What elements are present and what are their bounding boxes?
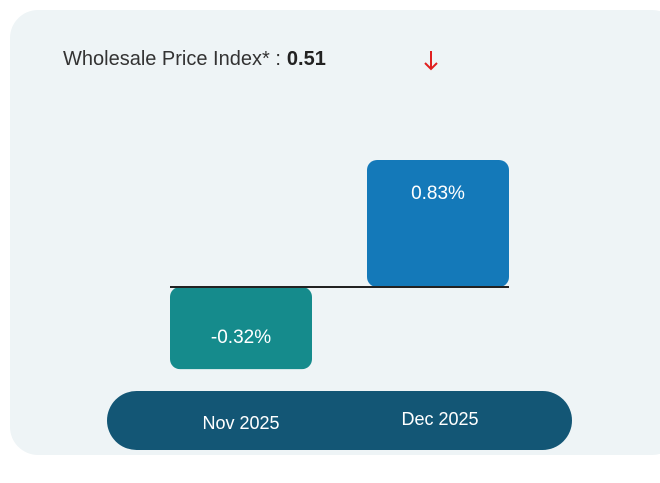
card <box>10 10 660 455</box>
bar <box>367 159 509 287</box>
trend-arrow <box>424 51 438 71</box>
title-text: Wholesale Price Index* : <box>63 48 281 70</box>
category-pill <box>107 391 572 450</box>
headline-value: 0.51 <box>287 48 326 70</box>
bar <box>170 287 312 370</box>
chart-title: Wholesale Price Index* : 0.51 <box>63 48 326 70</box>
bar-value-label: -0.32% <box>211 327 271 348</box>
x-tick-label: Dec 2025 <box>401 409 478 429</box>
x-tick-label: Nov 2025 <box>202 413 279 433</box>
bar-value-label: 0.83% <box>411 183 465 204</box>
